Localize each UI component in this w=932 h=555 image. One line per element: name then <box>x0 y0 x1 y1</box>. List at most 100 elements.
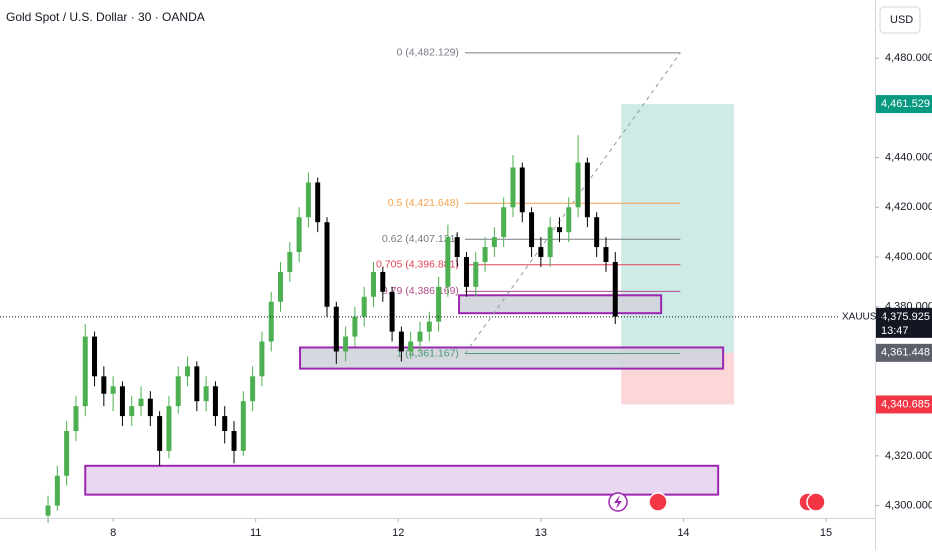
candle-body <box>240 401 246 451</box>
target-badge <box>876 95 932 114</box>
candle-body <box>315 182 321 223</box>
candle-body <box>575 162 581 208</box>
candle-body <box>612 261 618 317</box>
y-tick-label: 4,300.000 <box>885 499 932 511</box>
candle-body <box>510 167 516 208</box>
candle-body <box>482 247 488 262</box>
candle-body <box>147 398 153 417</box>
candle-body <box>445 237 451 287</box>
zone-box <box>299 346 725 370</box>
candle-body <box>268 301 274 342</box>
candle-body <box>73 406 79 432</box>
candle-body <box>408 341 414 352</box>
event-icons <box>608 492 826 512</box>
candle-body <box>594 217 600 248</box>
candle-body <box>547 227 553 258</box>
candle-body <box>333 306 339 352</box>
event-icon[interactable] <box>648 492 668 512</box>
event-icon[interactable] <box>806 492 826 512</box>
candle-body <box>556 227 562 233</box>
candle-body <box>138 398 144 407</box>
symbol-badge <box>839 307 875 326</box>
candle-body <box>101 376 107 394</box>
candle-body <box>305 182 311 218</box>
y-tick-label: 4,420.000 <box>885 201 932 213</box>
price-badge <box>876 307 932 338</box>
candle-body <box>45 505 51 516</box>
candle-body <box>222 416 228 432</box>
fib-label: 0.62 (4,407.131) <box>382 233 459 245</box>
candle-body <box>175 376 181 407</box>
candle-body <box>436 286 442 322</box>
fib-label: 0.5 (4,421.648) <box>388 197 459 209</box>
candle-body <box>185 366 191 377</box>
candle-body <box>463 257 469 287</box>
candle-body <box>398 331 404 352</box>
lightning <box>614 495 622 509</box>
candle-body <box>203 386 209 402</box>
candle-body <box>92 336 98 377</box>
candle-body <box>491 237 497 248</box>
entry-badge-label: 4,361.448 <box>881 347 930 359</box>
chart-title: Gold Spot / U.S. Dollar · 30 · OANDA <box>6 10 205 24</box>
candle-body <box>129 406 135 417</box>
zone-box <box>84 464 720 496</box>
symbol-label: XAUUSD <box>842 311 884 322</box>
candle-body <box>538 247 544 258</box>
currency-button[interactable] <box>879 6 921 34</box>
x-tick-label: 15 <box>820 527 832 539</box>
candle-body <box>603 247 609 262</box>
candle-body <box>231 431 237 451</box>
candle-body <box>343 336 349 352</box>
stop-badge-label: 4,340.685 <box>881 398 930 410</box>
candle-body <box>296 217 302 253</box>
candle-body <box>389 291 395 332</box>
candle-body <box>566 207 572 233</box>
candle-body <box>324 222 330 307</box>
x-tick-label: 11 <box>250 527 261 539</box>
target-badge-label: 4,461.529 <box>881 98 930 110</box>
candle-body <box>157 416 163 451</box>
candle-body <box>361 296 367 317</box>
y-tick-label: 4,400.000 <box>885 251 932 263</box>
candle-body <box>454 237 460 258</box>
candle-body <box>352 316 358 337</box>
fib-label: 1 (4,361.167) <box>396 347 458 359</box>
y-tick-label: 4,320.000 <box>885 450 932 462</box>
candle-body <box>473 261 479 287</box>
candle-body <box>529 212 535 248</box>
candle-body <box>110 386 116 394</box>
candle-body <box>82 336 88 407</box>
fib-label: 0 (4,482.129) <box>396 47 458 59</box>
candle-body <box>250 376 256 402</box>
plot-layer: 0 (4,482.129) 0.5 (4,421.648) 0.62 (4,407.… <box>0 47 875 523</box>
candle-body <box>54 475 60 506</box>
candle-body <box>119 386 125 417</box>
x-tick-label: 13 <box>535 527 547 539</box>
candle-body <box>426 321 432 332</box>
countdown: 13:47 <box>881 325 909 337</box>
entry-badge <box>876 343 932 362</box>
candle-body <box>584 162 590 218</box>
zone-box <box>458 294 663 315</box>
candle-body <box>380 271 386 292</box>
candle-body <box>501 207 507 238</box>
candle-body <box>166 406 172 451</box>
candle-body <box>64 431 70 476</box>
x-tick-label: 12 <box>392 527 404 539</box>
candle-body <box>417 331 423 342</box>
candle-body <box>519 167 525 213</box>
x-tick-label: 8 <box>110 527 116 539</box>
candle-body <box>259 341 265 377</box>
candle-body <box>212 386 218 417</box>
candle-body <box>278 271 284 302</box>
fib-label: 0.705 (4,396.881) <box>376 259 459 271</box>
y-tick-label: 4,480.000 <box>885 52 932 64</box>
candle-body <box>194 366 200 402</box>
x-tick-label: 14 <box>677 527 689 539</box>
candle-body <box>370 271 376 297</box>
profit-zone <box>621 104 734 353</box>
y-tick-label: 4,440.000 <box>885 151 932 163</box>
currency-label[interactable]: USD <box>890 14 913 26</box>
